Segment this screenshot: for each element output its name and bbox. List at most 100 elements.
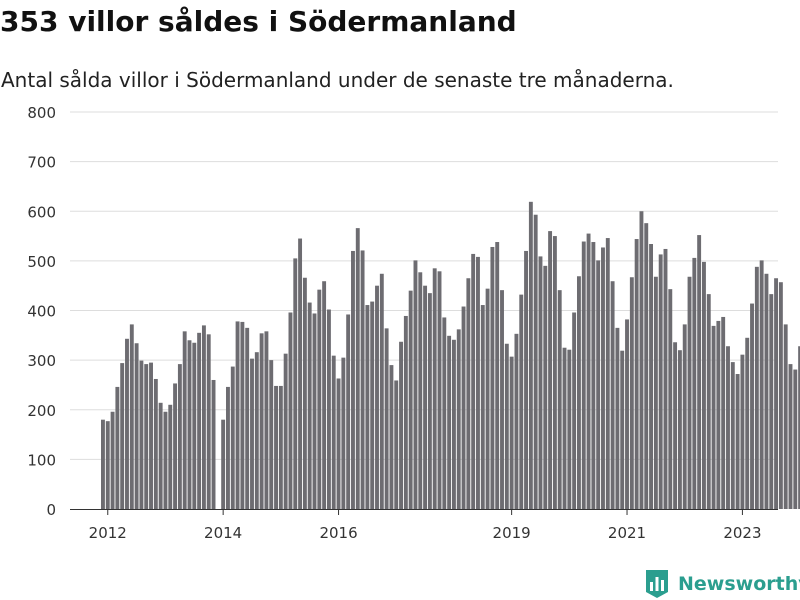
x-tick-label: 2014 (204, 524, 242, 542)
bar (774, 278, 779, 509)
bar (735, 374, 740, 509)
bar (538, 256, 543, 509)
bar (687, 276, 692, 509)
bar (120, 363, 125, 509)
y-tick-label: 800 (27, 104, 56, 122)
x-tick-label: 2023 (723, 524, 761, 542)
bar (500, 290, 504, 509)
bar (697, 235, 702, 509)
bar (139, 360, 144, 509)
newsworthy-bar-logo-icon (646, 570, 668, 598)
bar (307, 302, 312, 509)
bar (331, 355, 336, 509)
bar (408, 290, 413, 509)
bar (504, 343, 509, 509)
bar (201, 325, 206, 509)
bar (716, 320, 721, 509)
bar (552, 236, 557, 509)
bar (711, 325, 716, 509)
bar (485, 288, 490, 509)
bar (427, 293, 432, 509)
x-tick-label: 2016 (319, 524, 357, 542)
bar (153, 378, 158, 509)
bar (586, 233, 591, 509)
y-tick-label: 300 (27, 352, 56, 370)
bar (230, 366, 235, 509)
bar (360, 250, 365, 509)
bar (567, 349, 572, 509)
bar (187, 340, 192, 509)
bar (240, 321, 245, 509)
bar (476, 256, 480, 509)
bar (288, 312, 293, 509)
bar (394, 380, 399, 509)
bar (466, 278, 471, 509)
bar (317, 289, 322, 509)
bar (495, 242, 500, 509)
y-tick-label: 700 (27, 154, 56, 172)
y-tick-label: 100 (27, 451, 56, 469)
bar (399, 341, 403, 509)
bar (490, 246, 495, 510)
bar (375, 285, 379, 509)
bar (480, 305, 485, 509)
bar (783, 324, 788, 509)
bar (533, 214, 538, 509)
bar (576, 276, 581, 509)
bar (163, 411, 168, 509)
bar (389, 365, 394, 509)
bar (591, 242, 596, 509)
bar (221, 419, 226, 509)
bar (562, 347, 567, 509)
bar (644, 223, 649, 509)
bar (447, 335, 452, 509)
bar (197, 332, 202, 509)
bar (524, 250, 528, 509)
y-tick-label: 600 (27, 203, 56, 221)
bar (663, 248, 668, 509)
bar (226, 386, 230, 509)
bar (692, 257, 697, 509)
bar (346, 314, 351, 509)
bar (615, 327, 620, 509)
y-tick-label: 200 (27, 402, 56, 420)
bar (173, 383, 178, 509)
y-axis-labels: 0 100 200 300 400 500 600 700 800 (27, 104, 56, 519)
bar (110, 411, 115, 509)
bar (745, 337, 750, 509)
bar (158, 402, 163, 509)
bar (543, 265, 548, 509)
bars (101, 201, 800, 510)
bar (769, 294, 774, 509)
bar (134, 343, 139, 509)
bar (326, 309, 331, 509)
bar (403, 315, 408, 509)
x-tick-label: 2021 (608, 524, 646, 542)
bar (706, 294, 711, 509)
bar (302, 277, 307, 509)
page-subtitle: Antal sålda villor i Södermanland under … (1, 68, 674, 92)
bar (235, 321, 240, 509)
bar (264, 331, 269, 509)
bar (461, 306, 466, 509)
x-axis: 2012201420162019202120232025 (70, 509, 778, 542)
bar (250, 358, 254, 509)
newsworthy-brand[interactable]: Newsworthy (644, 568, 800, 600)
bar (355, 228, 360, 509)
bar (548, 231, 553, 509)
bar (740, 354, 745, 509)
bar (211, 379, 216, 509)
newsworthy-brand-name: Newsworthy (678, 573, 800, 595)
x-tick-label: 2012 (89, 524, 127, 542)
bar (581, 241, 586, 509)
bar (336, 378, 341, 509)
bar (379, 273, 384, 509)
bar (442, 317, 447, 509)
bar (298, 238, 303, 510)
bar (177, 364, 182, 509)
bar (601, 247, 605, 510)
bar (274, 385, 278, 509)
bar (649, 244, 654, 509)
bar (278, 385, 283, 509)
